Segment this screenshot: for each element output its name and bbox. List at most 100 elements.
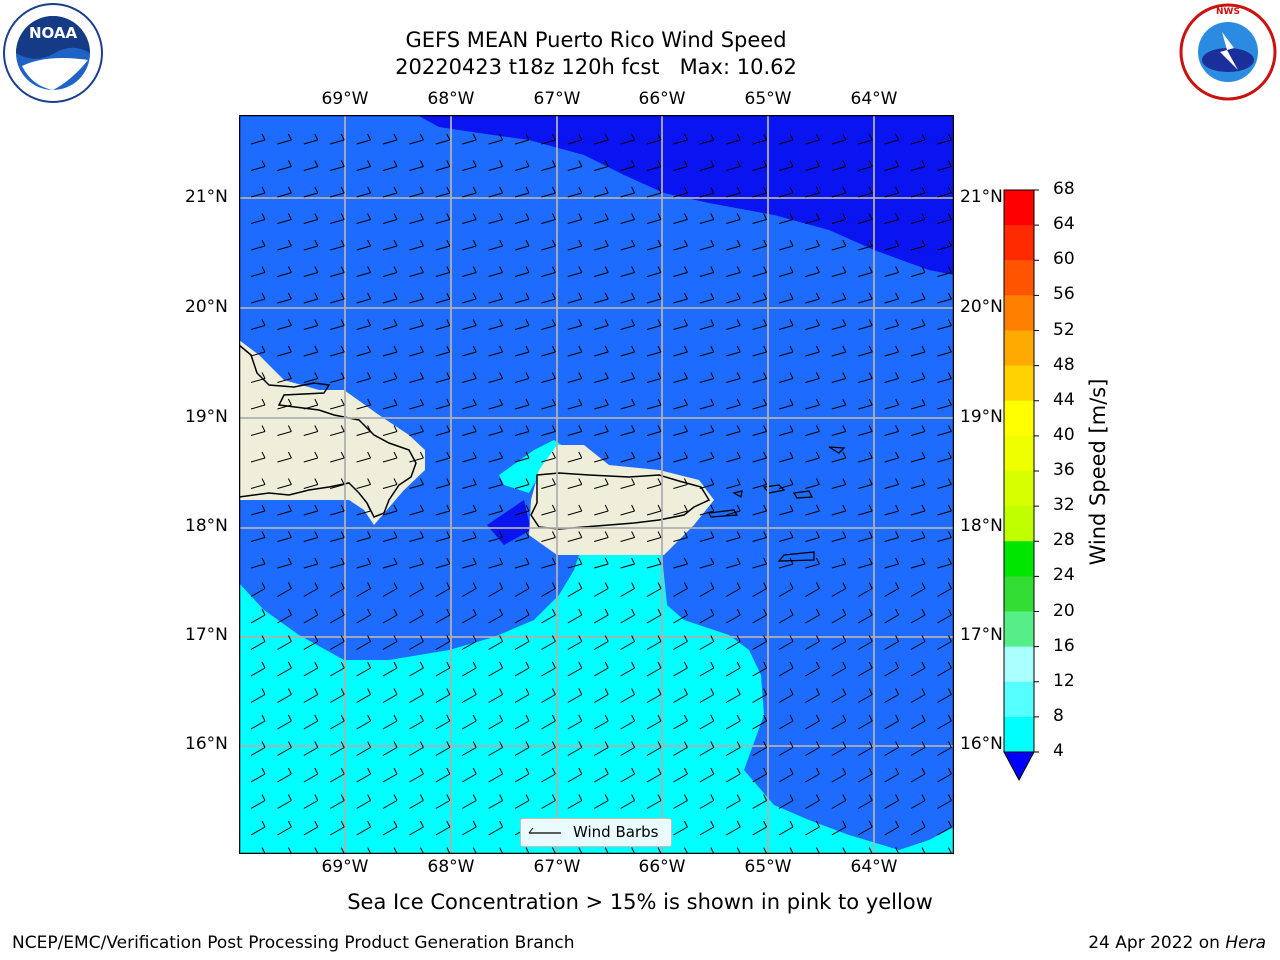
wind-barb — [646, 504, 662, 516]
wind-barb — [805, 345, 820, 357]
wind-barb — [831, 213, 847, 224]
wind-barb — [330, 557, 345, 569]
wind-barb — [382, 451, 398, 463]
wind-barb — [541, 213, 556, 224]
wind-barb — [752, 820, 768, 836]
wind-barb — [778, 186, 794, 198]
wind-barb — [857, 820, 873, 836]
colorbar-segment — [1004, 435, 1034, 472]
wind-barb — [541, 557, 556, 569]
wind-barbs — [250, 133, 952, 854]
wind-barb — [831, 661, 847, 677]
colorbar-segment — [1004, 190, 1034, 226]
colorbar-segment — [1004, 295, 1034, 331]
wind-band-8-12 — [239, 555, 954, 854]
wind-barb — [409, 292, 424, 304]
wind-barb — [831, 319, 847, 330]
wind-barb — [514, 160, 530, 171]
footer-machine: Hera — [1225, 933, 1266, 953]
wind-barb — [303, 688, 319, 703]
wind-barb — [435, 319, 451, 330]
wind-barb — [461, 714, 477, 730]
wind-barb — [541, 608, 556, 624]
wind-barb — [884, 820, 900, 836]
wind-barb — [620, 635, 636, 650]
wind-barb — [514, 425, 530, 436]
wind-barb — [382, 266, 398, 277]
wind-barb — [857, 608, 873, 624]
wind-barb — [409, 213, 424, 224]
wind-barb — [910, 582, 926, 597]
wind-barb — [726, 398, 741, 410]
wind-barb — [382, 688, 398, 703]
wind-barb — [594, 531, 609, 542]
wind-barb — [409, 661, 424, 677]
wind-barb — [594, 292, 609, 304]
wind-barb — [382, 661, 398, 677]
wind-barb — [488, 557, 504, 569]
wind-barb — [699, 451, 715, 463]
colorbar-tick-label: 4 — [1053, 741, 1064, 761]
wind-barb — [726, 292, 741, 304]
wind-barb — [462, 425, 477, 436]
wind-barb — [250, 582, 266, 597]
wind-barb — [831, 398, 847, 410]
wind-barb — [409, 345, 424, 357]
wind-barb — [330, 239, 345, 251]
svg-text:NOAA: NOAA — [29, 24, 78, 42]
wind-barb — [488, 239, 504, 251]
wind-barb — [330, 319, 345, 330]
wind-barb — [303, 741, 319, 756]
wind-barb — [910, 213, 926, 224]
wind-barb — [805, 820, 820, 836]
wind-barb — [620, 741, 636, 756]
wind-barb — [673, 239, 688, 251]
wind-barb — [937, 345, 952, 357]
wind-barb — [725, 608, 741, 624]
wind-barb — [409, 608, 424, 624]
wind-barb — [910, 239, 926, 251]
wind-barb — [736, 847, 741, 854]
wind-barb — [382, 608, 398, 624]
wind-barb — [831, 186, 847, 198]
wind-barb — [330, 451, 345, 463]
wind-barb — [277, 239, 292, 251]
wind-barb — [594, 478, 609, 489]
wind-barb — [330, 425, 345, 436]
wind-barb — [250, 133, 266, 145]
wind-barb — [805, 794, 820, 809]
wind-barb — [277, 398, 292, 410]
wind-barb — [831, 767, 847, 783]
colorbar-tick-label: 24 — [1053, 565, 1075, 586]
wind-barb — [356, 661, 372, 677]
wind-barb — [884, 661, 900, 677]
wind-barb — [726, 345, 741, 357]
wind-barb — [277, 767, 292, 783]
colorbar-tick-label: 52 — [1053, 319, 1075, 340]
wind-barb — [699, 504, 715, 516]
wind-barb — [910, 741, 926, 756]
wind-barb — [250, 398, 266, 410]
wind-barb — [382, 767, 398, 783]
wind-barb — [382, 186, 398, 198]
wind-barb — [514, 714, 530, 730]
wind-barb — [250, 688, 266, 703]
footer-branch: NCEP/EMC/Verification Post Processing Pr… — [12, 933, 575, 953]
wind-barb — [673, 451, 688, 463]
colorbar-tick-label: 68 — [1053, 179, 1075, 199]
wind-barb — [884, 557, 900, 569]
wind-barb — [567, 531, 583, 542]
wind-barb — [567, 239, 583, 251]
wind-barb — [593, 608, 609, 624]
wind-barb — [303, 608, 319, 624]
colorbar-segment — [1004, 400, 1034, 437]
wind-barb — [303, 213, 319, 224]
wind-barb — [752, 504, 768, 516]
wind-barb — [435, 398, 451, 410]
wind-barb — [699, 582, 715, 597]
wind-barb — [593, 714, 609, 730]
wind-barb — [937, 794, 952, 809]
wind-barb — [277, 504, 292, 516]
wind-barb — [382, 714, 398, 730]
wind-barb — [567, 266, 583, 277]
